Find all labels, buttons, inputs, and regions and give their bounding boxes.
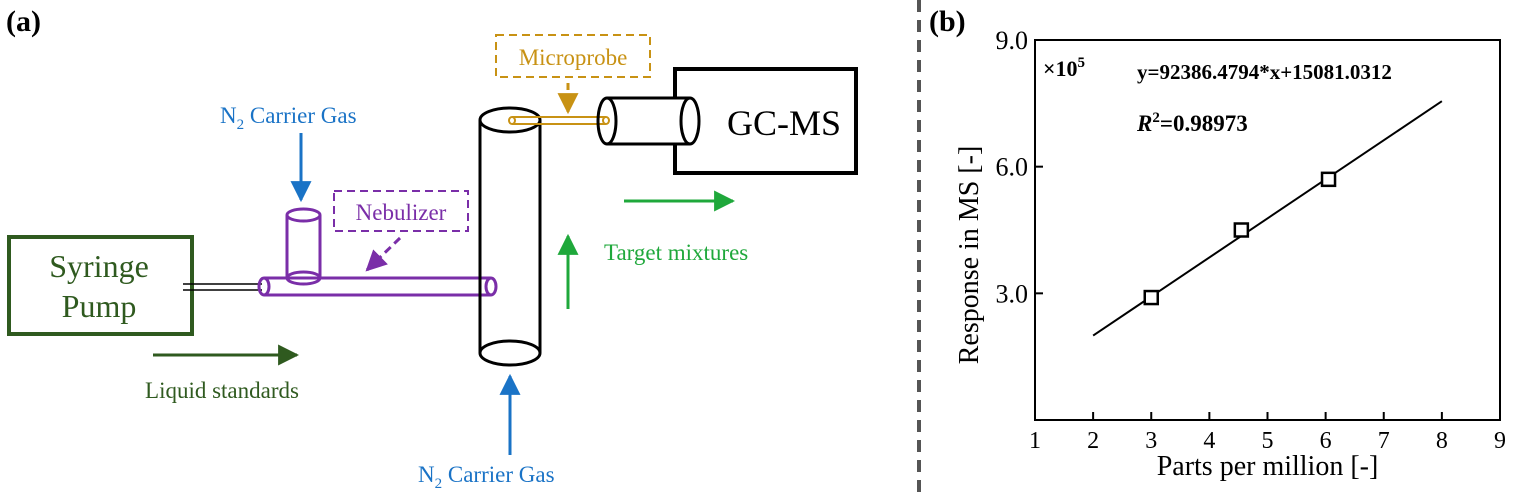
microprobe-label: Microprobe xyxy=(519,45,628,70)
x-tick-label: 9 xyxy=(1494,428,1506,454)
y-tick-label: 6.0 xyxy=(996,153,1029,182)
carrier-gas-bottom-label: N2 Carrier Gas xyxy=(418,462,555,492)
nebulizer-callout: Nebulizer xyxy=(333,190,469,272)
panel-a: (a) Syringe Pump Liquid standards xyxy=(6,5,858,492)
x-tick-label: 7 xyxy=(1378,428,1390,454)
x-tick-label: 1 xyxy=(1029,428,1041,454)
y-multiplier: ×105 xyxy=(1043,55,1085,81)
main-column xyxy=(478,106,542,367)
panel-b-label: (b) xyxy=(929,5,966,38)
plot-frame xyxy=(1034,39,1501,421)
panel-b: (b) 1 2 3 4 5 6 7 8 9 3.0 6.0 9.0 Parts per million … xyxy=(929,5,1506,482)
nebulizer-tube xyxy=(257,276,498,297)
nebulizer-label: Nebulizer xyxy=(356,200,447,225)
y-tick-label: 9.0 xyxy=(996,26,1029,55)
gcms-box xyxy=(673,67,858,175)
y-axis-label: Response in MS [-] xyxy=(954,146,985,365)
nebulizer-gas-inlet xyxy=(285,207,322,286)
nebulizer-pointer-arrow xyxy=(365,236,402,272)
syringe-pump-label-line2: Pump xyxy=(62,288,137,324)
panel-a-label: (a) xyxy=(6,5,41,38)
x-tick-label: 4 xyxy=(1203,428,1215,454)
nebulizer-label-box xyxy=(333,190,469,232)
calibration-chart: 1 2 3 4 5 6 7 8 9 3.0 6.0 9.0 Parts per million [-] R… xyxy=(954,26,1506,482)
data-point xyxy=(1233,222,1250,238)
microprobe-label-box xyxy=(495,34,651,78)
x-tick-label: 2 xyxy=(1087,428,1099,454)
y-tick-label: 3.0 xyxy=(996,279,1029,308)
x-tick-label: 8 xyxy=(1436,428,1448,454)
syringe-pump: Syringe Pump xyxy=(7,235,194,336)
gcms: GC-MS xyxy=(673,67,858,175)
target-mixtures-label: Target mixtures xyxy=(604,240,748,265)
liquid-standards-label: Liquid standards xyxy=(145,378,299,403)
syringe-pump-label-line1: Syringe xyxy=(49,248,149,284)
syringe-pump-box xyxy=(7,235,194,336)
r-squared: R2=0.98973 xyxy=(1136,110,1248,136)
microprobe-callout: Microprobe xyxy=(495,34,651,115)
gcms-inlet-cylinder xyxy=(596,96,701,146)
syringe-needle xyxy=(183,283,262,291)
carrier-gas-top-label: N2 Carrier Gas xyxy=(220,103,357,133)
x-tick-label: 3 xyxy=(1145,428,1157,454)
microprobe-tube xyxy=(508,116,610,125)
x-tick-label: 5 xyxy=(1262,428,1274,454)
fit-equation: y=92386.4794*x+15081.0312 xyxy=(1137,60,1392,84)
gcms-label: GC-MS xyxy=(727,103,841,143)
data-point xyxy=(1320,171,1337,188)
x-tick-label: 6 xyxy=(1320,428,1332,454)
data-point xyxy=(1143,289,1159,306)
x-axis-label: Parts per million [-] xyxy=(1157,451,1379,482)
